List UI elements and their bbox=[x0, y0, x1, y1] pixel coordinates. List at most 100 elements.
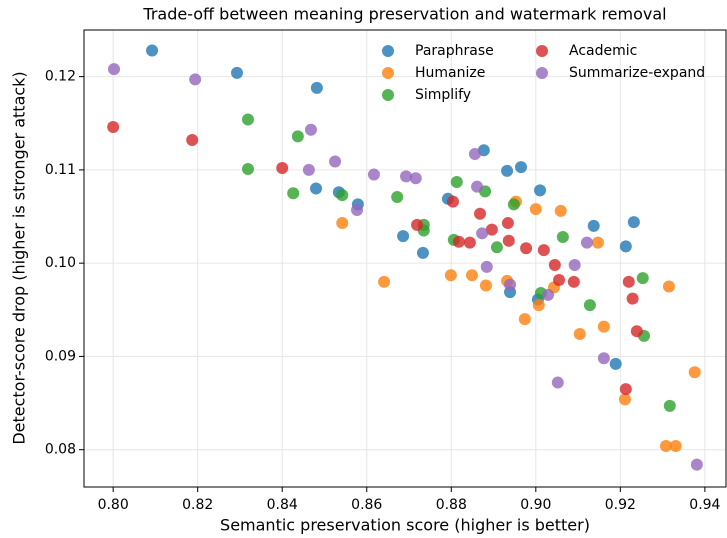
scatter-point bbox=[567, 275, 580, 288]
scatter-point bbox=[663, 399, 676, 412]
scatter-point bbox=[669, 439, 682, 452]
x-tick-label: 0.84 bbox=[267, 497, 298, 513]
scatter-point bbox=[291, 130, 304, 143]
scatter-point bbox=[626, 292, 639, 305]
scatter-point bbox=[476, 227, 489, 240]
y-axis-label: Detector-score drop (higher is stronger … bbox=[10, 71, 29, 444]
scatter-point bbox=[400, 170, 413, 183]
scatter-point bbox=[444, 269, 457, 282]
scatter-point bbox=[367, 168, 380, 181]
scatter-point bbox=[597, 320, 610, 333]
x-tick-label: 0.90 bbox=[520, 497, 551, 513]
scatter-point bbox=[409, 172, 422, 185]
scatter-point bbox=[411, 218, 424, 231]
scatter-point bbox=[450, 176, 463, 189]
scatter-point bbox=[619, 383, 632, 396]
scatter-point bbox=[329, 155, 342, 168]
scatter-point bbox=[553, 273, 566, 286]
scatter-point bbox=[378, 275, 391, 288]
scatter-point bbox=[336, 217, 349, 230]
scatter-point bbox=[501, 164, 514, 177]
x-tick-label: 0.94 bbox=[689, 497, 720, 513]
scatter-point bbox=[241, 162, 254, 175]
scatter-point bbox=[636, 272, 649, 285]
x-tick-label: 0.80 bbox=[98, 497, 129, 513]
scatter-point bbox=[542, 288, 555, 301]
scatter-point bbox=[287, 187, 300, 200]
scatter-point bbox=[534, 184, 547, 197]
scatter-point bbox=[662, 280, 675, 293]
plot-frame bbox=[83, 29, 727, 488]
x-axis-label: Semantic preservation score (higher is b… bbox=[220, 516, 590, 535]
scatter-point bbox=[108, 63, 121, 76]
x-tick-label: 0.82 bbox=[182, 497, 213, 513]
scatter-point bbox=[690, 458, 703, 471]
scatter-point bbox=[490, 241, 503, 254]
legend-label: Paraphrase bbox=[415, 43, 494, 59]
legend-marker bbox=[536, 67, 548, 79]
scatter-point bbox=[471, 180, 484, 193]
y-tick-label: 0.08 bbox=[45, 442, 76, 458]
scatter-point bbox=[554, 204, 567, 217]
scatter-point bbox=[336, 189, 349, 202]
scatter-point bbox=[452, 235, 465, 248]
y-tick-label: 0.10 bbox=[45, 255, 76, 271]
scatter-point bbox=[107, 120, 120, 133]
scatter-point bbox=[622, 275, 635, 288]
scatter-point bbox=[502, 234, 515, 247]
scatter-point bbox=[556, 231, 569, 244]
x-tick-label: 0.92 bbox=[605, 497, 636, 513]
scatter-point bbox=[504, 278, 517, 291]
scatter-point bbox=[529, 203, 542, 216]
scatter-point bbox=[310, 182, 323, 195]
scatter-point bbox=[479, 279, 492, 292]
scatter-point bbox=[446, 195, 459, 208]
legend-label: Academic bbox=[569, 43, 637, 59]
legend-marker bbox=[382, 67, 394, 79]
scatter-point bbox=[480, 260, 493, 273]
scatter-point bbox=[568, 259, 581, 272]
scatter-point bbox=[619, 240, 632, 253]
scatter-point bbox=[485, 223, 498, 236]
chart-title: Trade-off between meaning preservation a… bbox=[142, 5, 666, 24]
scatter-point bbox=[548, 259, 561, 272]
scatter-point bbox=[276, 162, 289, 175]
scatter-point bbox=[468, 148, 481, 161]
scatter-point bbox=[573, 328, 586, 341]
scatter-point bbox=[597, 352, 610, 365]
scatter-point bbox=[304, 123, 317, 136]
scatter-point bbox=[630, 325, 643, 338]
scatter-point bbox=[465, 269, 478, 282]
y-tick-label: 0.09 bbox=[45, 348, 76, 364]
scatter-point bbox=[507, 198, 520, 211]
scatter-point bbox=[518, 313, 531, 326]
scatter-point bbox=[627, 216, 640, 229]
scatter-point bbox=[146, 44, 159, 57]
scatter-point bbox=[241, 113, 254, 126]
legend-marker bbox=[536, 45, 548, 57]
x-tick-label: 0.88 bbox=[436, 497, 467, 513]
scatter-point bbox=[463, 236, 476, 249]
scatter-point bbox=[351, 204, 364, 217]
scatter-point bbox=[551, 376, 564, 389]
legend-marker bbox=[382, 45, 394, 57]
y-tick-label: 0.12 bbox=[45, 69, 76, 85]
scatter-point bbox=[580, 236, 593, 249]
scatter-point bbox=[310, 81, 323, 94]
scatter-point bbox=[520, 242, 533, 255]
scatter-point bbox=[609, 357, 622, 370]
scatter-point bbox=[391, 190, 404, 203]
scatter-point bbox=[230, 66, 243, 79]
scatter-point bbox=[501, 217, 514, 230]
scatter-point bbox=[688, 366, 701, 379]
legend-label: Humanize bbox=[415, 65, 485, 81]
legend-marker bbox=[382, 89, 394, 101]
scatter-point bbox=[397, 230, 410, 243]
scatter-point bbox=[618, 393, 631, 406]
scatter-point bbox=[189, 73, 202, 86]
scatter-point bbox=[659, 439, 672, 452]
scatter-point bbox=[532, 299, 545, 312]
scatter-point bbox=[591, 236, 604, 249]
scatter-point bbox=[186, 134, 199, 147]
